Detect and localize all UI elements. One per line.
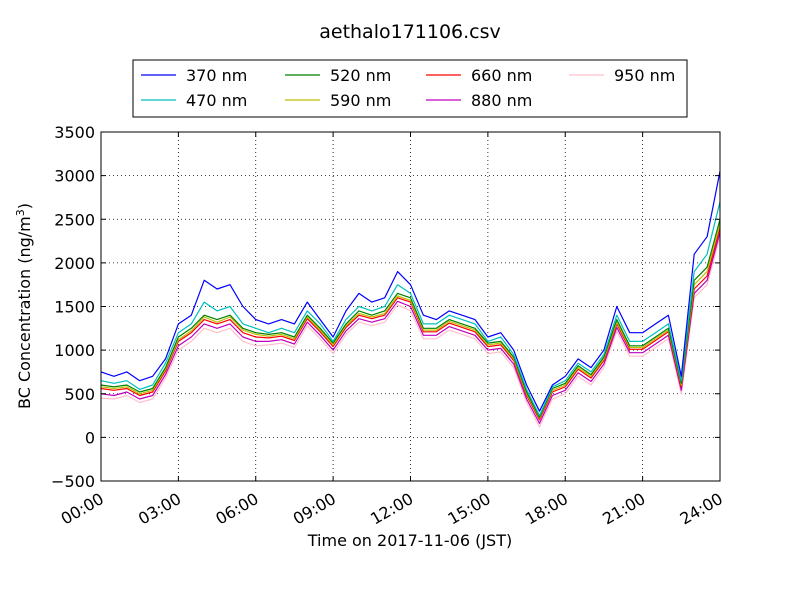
- y-tick-label: −500: [51, 472, 95, 491]
- legend-item-370-nm: 370 nm: [141, 66, 247, 85]
- legend-label: 470 nm: [186, 91, 247, 110]
- legend-item-470-nm: 470 nm: [141, 91, 247, 110]
- chart-title: aethalo171106.csv: [319, 21, 501, 43]
- y-tick-label: 0: [85, 428, 95, 447]
- series-line-470-nm: [100, 201, 721, 417]
- legend-label: 950 nm: [614, 66, 675, 85]
- series-line-950-nm: [100, 236, 721, 428]
- y-tick-label: 3500: [54, 123, 95, 142]
- y-axis: −500 0 500 1000 1500 2000 2500 3000 3500: [51, 123, 95, 491]
- series-line-520-nm: [100, 219, 721, 418]
- tick-marks: [100, 131, 721, 482]
- legend-label: 370 nm: [186, 66, 247, 85]
- y-axis-label: BC Concentration (ng/m3): [14, 203, 34, 409]
- y-tick-label: 500: [64, 385, 95, 404]
- series-line-370-nm: [100, 171, 721, 412]
- y-axis-label-superscript: 3: [14, 209, 27, 216]
- data-lines: [100, 171, 721, 428]
- legend-item-950-nm: 950 nm: [569, 66, 675, 85]
- legend-item-660-nm: 660 nm: [426, 66, 532, 85]
- series-line-880-nm: [100, 232, 721, 424]
- y-tick-label: 1500: [54, 298, 95, 317]
- legend-label: 660 nm: [471, 66, 532, 85]
- legend-item-590-nm: 590 nm: [285, 91, 391, 110]
- legend: 370 nm 470 nm 520 nm 590 nm 660 nm 880 nm 950 …: [132, 59, 688, 118]
- y-tick-label: 2000: [54, 254, 95, 273]
- legend-item-880-nm: 880 nm: [426, 91, 532, 110]
- legend-label: 590 nm: [330, 91, 391, 110]
- y-tick-label: 3000: [54, 167, 95, 186]
- legend-label: 520 nm: [330, 66, 391, 85]
- legend-label: 880 nm: [471, 91, 532, 110]
- legend-frame: [132, 59, 688, 118]
- series-line-590-nm: [100, 223, 721, 419]
- y-tick-label: 1000: [54, 341, 95, 360]
- x-axis-label: Time on 2017-11-06 (JST): [307, 531, 512, 550]
- y-axis-label-main: BC Concentration (ng/m: [15, 216, 34, 409]
- y-tick-label: 2500: [54, 210, 95, 229]
- legend-item-520-nm: 520 nm: [285, 66, 391, 85]
- y-axis-label-close: ): [15, 203, 34, 209]
